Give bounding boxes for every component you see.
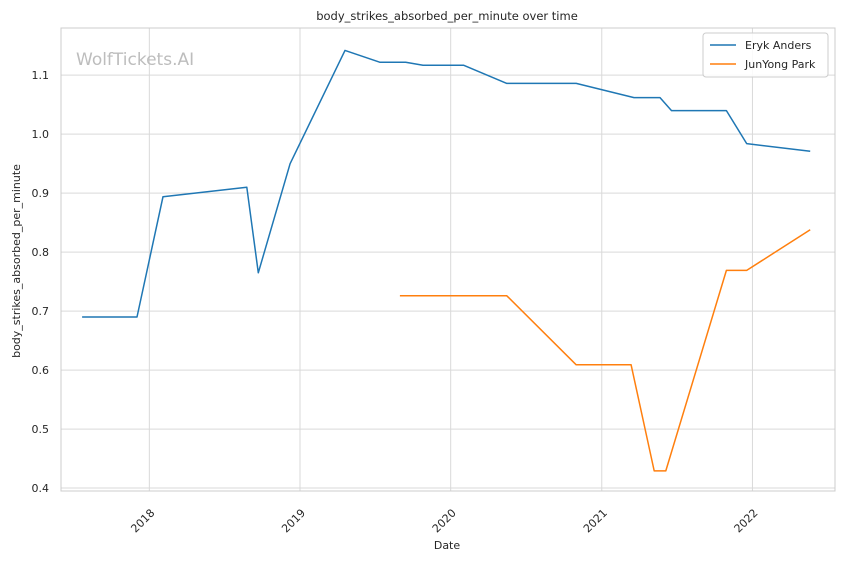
legend-label-junyong-park: JunYong Park bbox=[744, 58, 816, 71]
y-tick-label: 0.4 bbox=[32, 482, 50, 495]
x-tick-label: 2021 bbox=[581, 506, 610, 535]
y-axis-label: body_strikes_absorbed_per_minute bbox=[10, 164, 23, 358]
y-tick-label: 1.0 bbox=[32, 128, 50, 141]
y-tick-label: 0.9 bbox=[32, 187, 50, 200]
y-axis-ticks: 0.4 0.5 0.6 0.7 0.8 0.9 1.0 1.1 bbox=[32, 69, 50, 495]
legend: Eryk Anders JunYong Park bbox=[702, 32, 829, 78]
x-tick-label: 2020 bbox=[430, 506, 459, 535]
y-tick-label: 1.1 bbox=[32, 69, 50, 82]
series-layer bbox=[82, 49, 811, 472]
x-tick-label: 2018 bbox=[128, 506, 157, 535]
y-tick-label: 0.6 bbox=[32, 364, 50, 377]
plot-area bbox=[60, 27, 836, 492]
x-axis-label: Date bbox=[434, 539, 461, 552]
y-tick-label: 0.7 bbox=[32, 305, 50, 318]
series-line-eryk-anders bbox=[82, 49, 811, 318]
y-tick-label: 0.8 bbox=[32, 246, 50, 259]
legend-box bbox=[702, 32, 829, 78]
series-line-junyong-park bbox=[399, 229, 811, 472]
y-tick-label: 0.5 bbox=[32, 423, 50, 436]
watermark: WolfTickets.AI bbox=[76, 50, 194, 70]
grid-lines bbox=[61, 28, 835, 491]
x-axis-ticks: 2018 2019 2020 2021 2022 bbox=[128, 506, 760, 535]
x-tick-label: 2022 bbox=[732, 506, 761, 535]
legend-label-eryk-anders: Eryk Anders bbox=[745, 39, 812, 52]
chart-title: body_strikes_absorbed_per_minute over ti… bbox=[316, 9, 578, 23]
x-tick-label: 2019 bbox=[279, 506, 308, 535]
